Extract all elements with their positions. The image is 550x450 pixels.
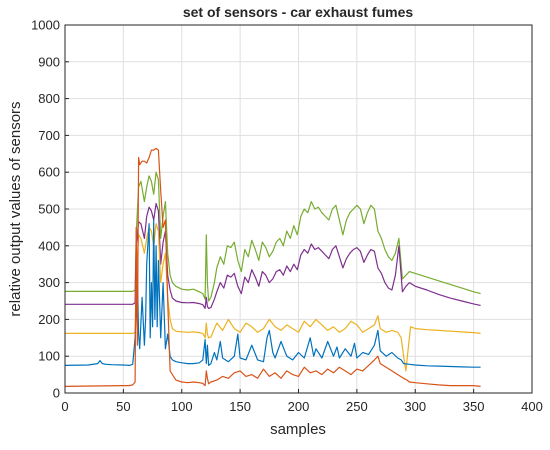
x-tick-label: 200 <box>288 399 310 414</box>
x-tick-label: 50 <box>116 399 130 414</box>
y-tick-label: 800 <box>38 91 60 106</box>
x-tick-label: 100 <box>171 399 193 414</box>
y-tick-label: 200 <box>38 312 60 327</box>
grid-lines <box>64 24 533 394</box>
series-line-1 <box>65 171 481 302</box>
series-line-5 <box>64 147 481 387</box>
y-tick-label: 700 <box>38 128 60 143</box>
y-tick-label: 900 <box>38 54 60 69</box>
y-axis-ticks: 0 100 200 300 400 500 600 700 800 900 1000 <box>31 18 69 401</box>
y-tick-label: 300 <box>38 275 60 290</box>
chart-title: set of sensors - car exhaust fumes <box>183 4 414 20</box>
y-tick-label: 400 <box>38 238 60 253</box>
series-line-2 <box>65 202 481 309</box>
y-tick-label: 600 <box>38 165 60 180</box>
x-tick-label: 300 <box>404 399 426 414</box>
x-tick-label: 250 <box>346 399 368 414</box>
x-axis-label: samples <box>270 421 326 438</box>
y-tick-label: 1000 <box>31 18 60 33</box>
x-tick-label: 150 <box>229 399 251 414</box>
x-tick-label: 400 <box>521 399 543 414</box>
x-axis-ticks: 0 50 100 150 200 250 300 350 400 <box>61 389 543 414</box>
series-line-3 <box>65 223 481 372</box>
series-line-4 <box>64 219 481 368</box>
y-tick-label: 0 <box>53 386 60 401</box>
x-tick-label: 350 <box>463 399 485 414</box>
x-tick-label: 0 <box>61 399 68 414</box>
y-tick-label: 500 <box>38 202 60 217</box>
series-lines <box>64 147 481 387</box>
y-axis-label: relative output values of sensors <box>7 101 24 316</box>
y-tick-label: 100 <box>38 349 60 364</box>
